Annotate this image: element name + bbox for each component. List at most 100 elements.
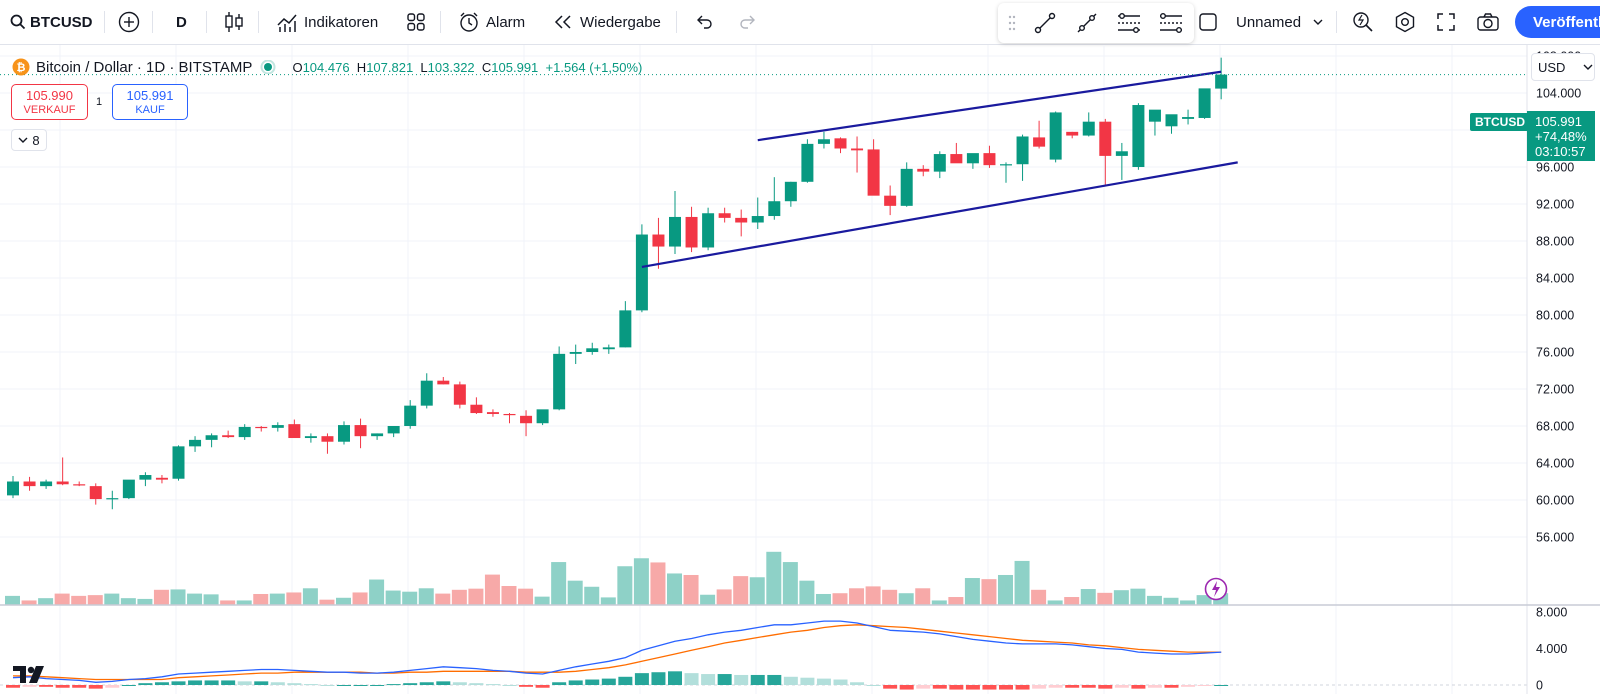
candle-body	[205, 435, 218, 440]
fullscreen-button[interactable]	[1436, 0, 1456, 44]
gear-hexagon-icon	[1395, 11, 1415, 33]
price-chart[interactable]: 108.000104.000100.00096.00092.00088.0008…	[0, 45, 1600, 694]
price-tick-label: 84.000	[1536, 272, 1574, 286]
top-toolbar: BTCUSD D Indikatoren Alarm Wiedergabe	[0, 0, 1600, 45]
macd-histogram-bar	[734, 674, 749, 685]
parallel-channel-icon[interactable]	[1116, 12, 1142, 34]
chart-type-button[interactable]	[224, 0, 244, 44]
candle-body	[371, 433, 384, 437]
trend-line-icon[interactable]	[1034, 12, 1056, 34]
symbol-name[interactable]: Bitcoin / Dollar · 1D · BITSTAMP	[36, 58, 253, 76]
layout-select[interactable]: Unnamed	[1236, 0, 1323, 44]
sell-button[interactable]: 105.990 VERKAUF	[11, 84, 88, 120]
macd-histogram-bar	[800, 677, 815, 685]
macd-histogram-bar	[866, 685, 881, 686]
candle-body	[768, 201, 781, 217]
candle-body	[139, 475, 152, 480]
chart-area[interactable]: 108.000104.000100.00096.00092.00088.0008…	[0, 45, 1600, 694]
candle-body	[569, 352, 582, 354]
redo-icon	[740, 15, 755, 29]
volume-bar	[253, 593, 269, 605]
volume-bar	[1196, 595, 1212, 605]
macd-histogram-bar	[949, 685, 964, 690]
volume-bar	[600, 597, 616, 605]
macd-histogram-bar	[717, 674, 732, 685]
fib-retracement-icon[interactable]	[1158, 12, 1184, 34]
macd-histogram-bar	[237, 681, 252, 685]
svg-text:₿: ₿	[17, 61, 26, 74]
volume-bar	[451, 589, 467, 605]
candle-body	[966, 153, 979, 164]
macd-histogram-bar	[750, 674, 765, 685]
bitcoin-icon: ₿	[12, 58, 30, 76]
candle-body	[1215, 74, 1228, 89]
candles	[7, 57, 1228, 510]
buy-button[interactable]: 105.991 KAUF	[112, 84, 188, 120]
candle-body	[735, 217, 748, 223]
macd-histogram-bar	[1164, 685, 1179, 688]
macd-histogram-bar	[287, 683, 302, 685]
volume-bar	[352, 592, 368, 605]
volume-bar	[5, 595, 20, 605]
replay-button[interactable]: Wiedergabe	[552, 0, 661, 44]
templates-button[interactable]	[406, 0, 426, 44]
price-tick-label: 60.000	[1536, 494, 1574, 508]
volume-bar	[402, 591, 418, 605]
macd-tick-label: 0	[1536, 679, 1543, 693]
volume-bar	[716, 589, 732, 605]
candle-body	[40, 481, 53, 487]
lightning-button[interactable]	[1204, 577, 1228, 601]
candle-body	[933, 154, 946, 172]
signal-line	[13, 624, 1222, 681]
candle-body	[685, 216, 698, 248]
volume-bar	[104, 593, 120, 605]
indicators-button[interactable]: Indikatoren	[276, 0, 378, 44]
macd-histogram-bar	[1131, 685, 1146, 689]
candle-body	[1148, 109, 1161, 122]
ray-line-icon[interactable]	[1076, 12, 1098, 34]
macd-histogram-bar	[1065, 685, 1080, 688]
undo-button[interactable]	[694, 0, 714, 44]
macd-histogram-bar	[154, 682, 169, 685]
candle-body	[404, 405, 417, 426]
alarm-label: Alarm	[486, 13, 526, 31]
layout-toggle[interactable]	[1198, 0, 1218, 44]
volume-bar	[302, 588, 318, 605]
redo-button[interactable]	[738, 0, 758, 44]
candle-body	[1099, 121, 1112, 156]
price-tick-label: 96.000	[1536, 161, 1574, 175]
price-axis[interactable]: 108.000104.000100.00096.00092.00088.0008…	[0, 45, 1600, 694]
publish-button[interactable]: Veröffentli	[1515, 6, 1600, 38]
macd-histogram-bar	[337, 685, 351, 686]
volume-bar	[236, 600, 252, 605]
drag-handle-icon[interactable]	[1008, 15, 1016, 31]
quick-search-button[interactable]	[1352, 0, 1374, 44]
symbol-search[interactable]: BTCUSD	[10, 0, 93, 44]
divider	[104, 11, 105, 33]
currency-select[interactable]: USD	[1531, 53, 1595, 81]
indicators-collapse-button[interactable]: 8	[11, 129, 47, 151]
price-tick-label: 72.000	[1536, 383, 1574, 397]
candle-body	[602, 347, 615, 350]
macd-pane	[0, 620, 1527, 690]
alarm-button[interactable]: Alarm	[458, 0, 525, 44]
channel-lines[interactable]	[641, 70, 1238, 268]
tradingview-logo[interactable]	[12, 663, 50, 685]
price-tick-label: 80.000	[1536, 309, 1574, 323]
macd-histogram-bar	[1032, 685, 1047, 689]
candle-body	[503, 413, 516, 416]
macd-histogram-bar	[1181, 685, 1196, 687]
volume-bar	[435, 593, 451, 605]
candle-body	[354, 425, 367, 437]
compare-button[interactable]	[118, 0, 140, 44]
volume-bar	[782, 562, 798, 605]
interval-button[interactable]: D	[176, 13, 187, 31]
settings-button[interactable]	[1394, 0, 1416, 44]
candle-body	[7, 481, 19, 496]
macd-histogram-bar	[105, 685, 120, 688]
price-tick-label: 88.000	[1536, 235, 1574, 249]
symbol-legend: ₿ Bitcoin / Dollar · 1D · BITSTAMP O104.…	[12, 57, 642, 77]
macd-histogram-bar	[701, 674, 716, 685]
snapshot-button[interactable]	[1476, 0, 1500, 44]
volume-bar	[87, 595, 103, 605]
